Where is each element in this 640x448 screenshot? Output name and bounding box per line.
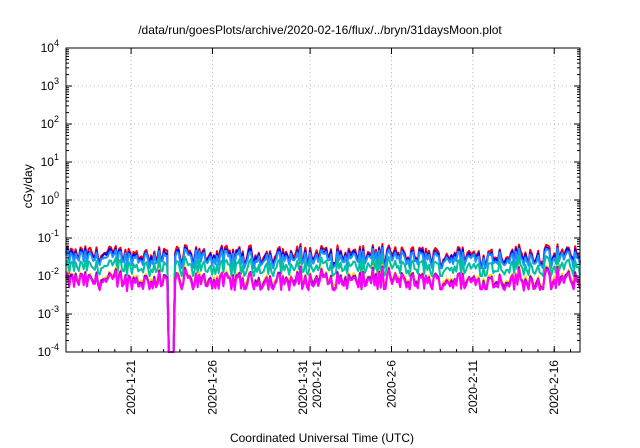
x-tick-label: 2020-2-1	[310, 360, 324, 408]
y-axis-label: cGy/day	[21, 164, 35, 208]
x-tick-label: 2020-2-6	[384, 360, 398, 408]
y-tick-label: 101	[41, 152, 59, 169]
y-tick-label: 10-3	[38, 304, 59, 321]
series-line	[65, 267, 581, 353]
y-tick-label: 104	[41, 38, 59, 55]
series-line	[65, 247, 581, 353]
x-axis-ticks: 2020-1-21 2020-1-26 2020-1-31 2020-2-1 2020-…	[81, 48, 572, 415]
x-axis-label: Coordinated Universal Time (UTC)	[230, 431, 414, 445]
y-tick-label: 102	[41, 114, 59, 131]
x-tick-label: 2020-2-16	[547, 360, 561, 415]
y-tick-label: 10-4	[38, 342, 59, 359]
y-tick-label: 100	[41, 190, 59, 207]
y-tick-label: 10-1	[38, 228, 59, 245]
x-tick-label: 2020-1-26	[205, 360, 219, 415]
chart-title: /data/run/goesPlots/archive/2020-02-16/f…	[138, 23, 502, 37]
y-tick-label: 10-2	[38, 266, 59, 283]
x-tick-label: 2020-1-21	[124, 360, 138, 415]
series-layer	[65, 243, 581, 353]
series-line	[65, 265, 581, 353]
grid	[66, 48, 580, 352]
x-tick-label: 2020-2-11	[466, 360, 480, 414]
y-tick-label: 103	[41, 76, 59, 93]
series-line	[65, 254, 581, 353]
y-axis-ticks: 10-4 10-3 10-2 10-1 100 101 102 103 104	[38, 38, 580, 359]
x-tick-label: 2020-1-31	[296, 360, 310, 415]
